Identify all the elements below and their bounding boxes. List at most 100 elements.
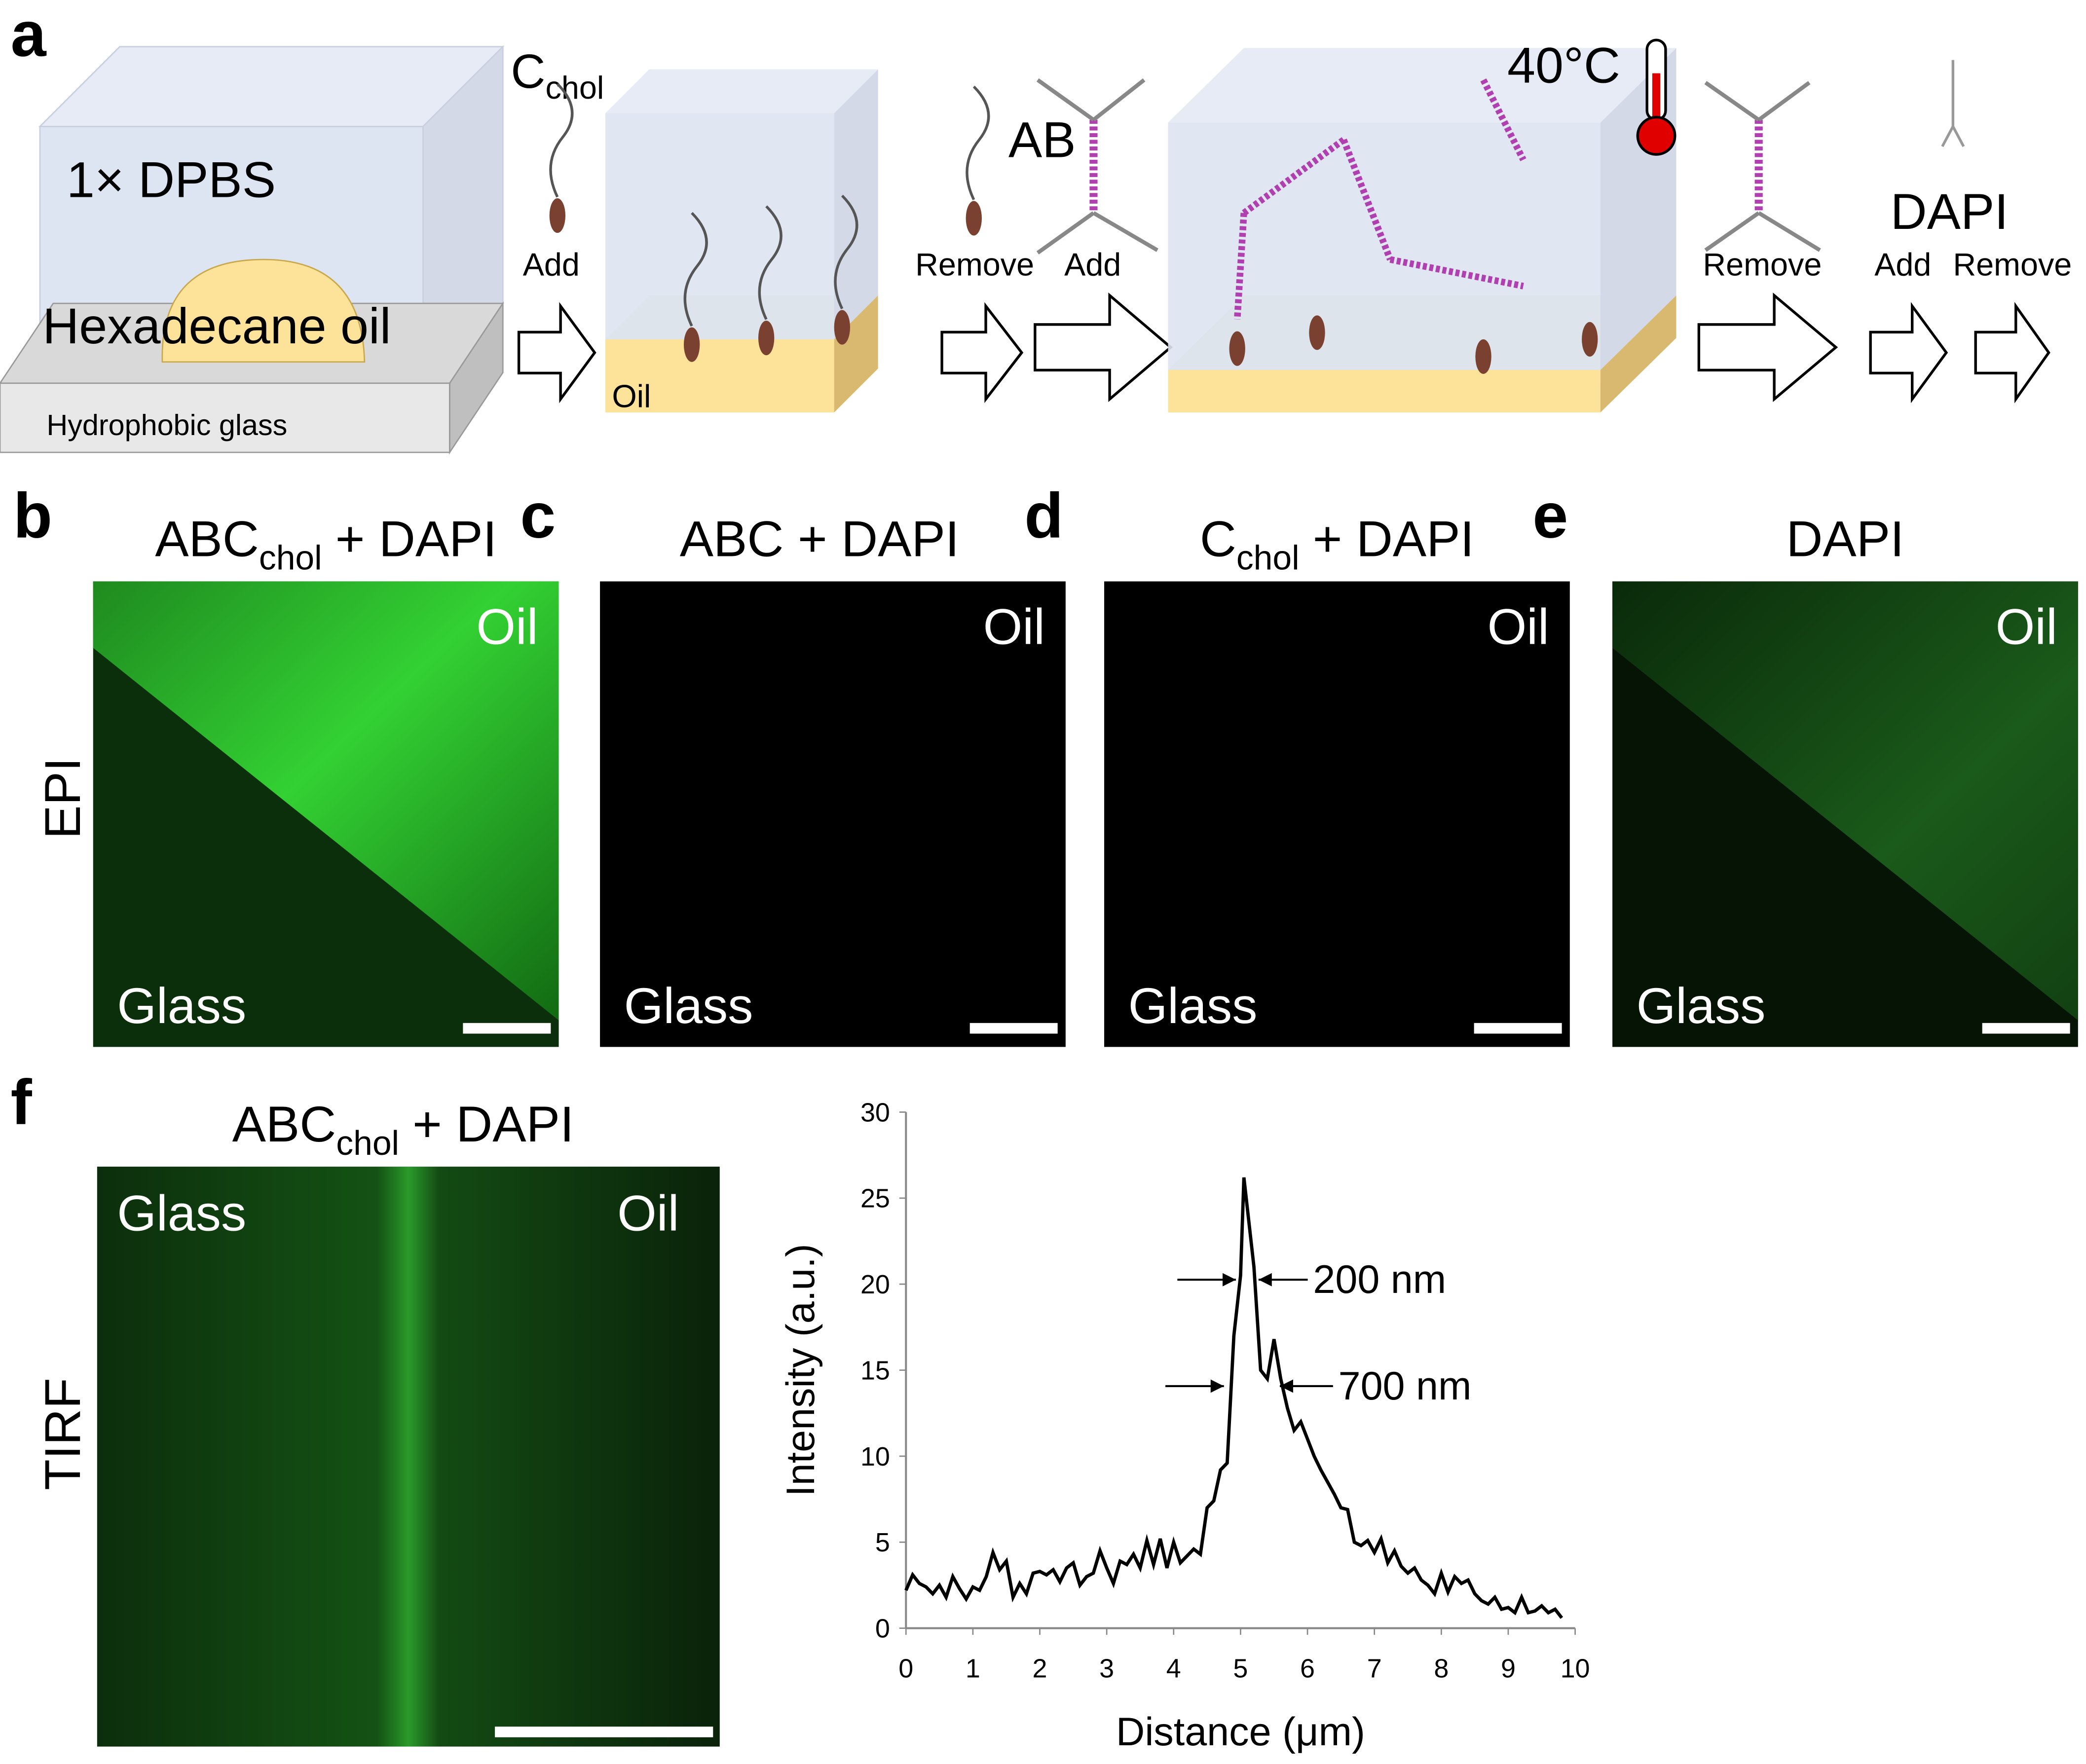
x-tick-label: 4 bbox=[1166, 1654, 1181, 1683]
cholesterol bbox=[1229, 331, 1245, 366]
image-label: Oil bbox=[983, 598, 1045, 655]
dapi-structure bbox=[1941, 60, 1965, 147]
water-top bbox=[605, 69, 878, 113]
image-label: Glass bbox=[1637, 977, 1766, 1034]
c-sub: chol bbox=[546, 70, 604, 106]
c-main: C bbox=[511, 44, 545, 98]
y-tick-label: 30 bbox=[860, 1098, 890, 1127]
micrograph-oil bbox=[1612, 581, 2078, 1021]
oil-layer-side bbox=[834, 295, 878, 413]
oil-drop bbox=[161, 258, 366, 363]
title-sub: chol bbox=[259, 538, 322, 577]
panel-title: ABCchol + DAPI bbox=[155, 510, 497, 577]
image-label: Oil bbox=[1996, 598, 2057, 655]
title-rest: + DAPI bbox=[412, 1096, 574, 1152]
panel-letter: f bbox=[11, 1067, 33, 1138]
temp-label: 40°C bbox=[1507, 37, 1620, 93]
title-main: ABC + DAPI bbox=[680, 510, 960, 567]
panel-letter: b bbox=[13, 480, 52, 551]
image-label: Glass bbox=[117, 1184, 246, 1241]
tether bbox=[834, 194, 858, 310]
thermometer-bulb bbox=[1636, 115, 1676, 156]
dapi-label: DAPI bbox=[1891, 183, 2009, 240]
glass-label: Hydrophobic glass bbox=[46, 408, 287, 441]
process-arrow bbox=[1034, 293, 1173, 403]
cholesterol bbox=[966, 201, 982, 236]
water-top bbox=[1168, 48, 1676, 123]
micrograph bbox=[97, 1167, 720, 1747]
annotation: 700 nm bbox=[1339, 1364, 1472, 1408]
water-front bbox=[605, 113, 834, 339]
scale-bar bbox=[463, 1023, 551, 1034]
image-label: Glass bbox=[1128, 977, 1258, 1034]
cholesterol bbox=[834, 310, 851, 345]
x-tick-label: 10 bbox=[1561, 1654, 1590, 1683]
panel-letter: d bbox=[1024, 480, 1063, 551]
tether bbox=[758, 205, 782, 320]
arrow-head bbox=[1210, 1379, 1224, 1393]
panel-title: Cchol + DAPI bbox=[1200, 510, 1474, 577]
arrow-head bbox=[1279, 1379, 1293, 1393]
title-main: ABC bbox=[232, 1096, 336, 1152]
y-axis-label: Intensity (a.u.) bbox=[779, 1244, 823, 1496]
y-tick-label: 15 bbox=[860, 1356, 890, 1385]
tether bbox=[683, 212, 708, 327]
y-tick-label: 20 bbox=[860, 1270, 890, 1299]
arrow-head bbox=[1258, 1273, 1272, 1286]
row-label: TIRF bbox=[34, 1378, 91, 1490]
scale-bar bbox=[1982, 1023, 2070, 1034]
oil-layer-front bbox=[605, 339, 834, 413]
oil-drop-label: Hexadecane oil bbox=[42, 297, 391, 354]
glass-front bbox=[0, 382, 450, 453]
y-tick-label: 25 bbox=[860, 1184, 890, 1213]
cholesterol bbox=[758, 321, 775, 356]
x-axis-label: Distance (μm) bbox=[1116, 1710, 1365, 1754]
cholesterol bbox=[683, 327, 700, 362]
panel-title: ABC + DAPI bbox=[680, 510, 960, 567]
image-label: Glass bbox=[624, 977, 753, 1034]
c-chol-label: Cchol bbox=[511, 44, 604, 106]
thermometer-fill bbox=[1652, 73, 1661, 127]
panel-letter: a bbox=[11, 0, 47, 70]
dpbs-label: 1× DPBS bbox=[67, 151, 276, 208]
step-label: Add bbox=[1874, 246, 1931, 282]
y-tick-label: 0 bbox=[875, 1614, 890, 1644]
annotation: 200 nm bbox=[1313, 1257, 1446, 1302]
x-tick-label: 9 bbox=[1501, 1654, 1516, 1683]
step-label: Remove bbox=[915, 246, 1034, 282]
micrograph bbox=[1104, 581, 1570, 1047]
x-tick-label: 8 bbox=[1434, 1654, 1449, 1683]
process-arrow bbox=[1869, 302, 1948, 404]
x-tick-label: 3 bbox=[1099, 1654, 1114, 1683]
oil-layer-front bbox=[1168, 369, 1601, 413]
image-label: Oil bbox=[476, 598, 538, 655]
x-tick-label: 7 bbox=[1367, 1654, 1382, 1683]
cholesterol bbox=[1582, 322, 1598, 357]
y-tick-label: 10 bbox=[860, 1442, 890, 1471]
cholesterol bbox=[1309, 315, 1325, 350]
panel-letter: e bbox=[1532, 480, 1568, 551]
oil-layer-side bbox=[1600, 295, 1676, 413]
arrow-head bbox=[1223, 1273, 1236, 1286]
y-tick-label: 5 bbox=[875, 1528, 890, 1557]
buffer-box-top bbox=[38, 46, 505, 127]
title-rest: + DAPI bbox=[335, 510, 497, 567]
cholesterol bbox=[1475, 339, 1491, 374]
image-label: Oil bbox=[1488, 598, 1549, 655]
cholesterol bbox=[549, 198, 565, 233]
step-label: Remove bbox=[1953, 246, 2072, 282]
title-sub: chol bbox=[1236, 538, 1300, 577]
process-arrow bbox=[517, 302, 596, 404]
image-label: Oil bbox=[617, 1184, 679, 1241]
arms bbox=[1036, 78, 1158, 255]
title-main: C bbox=[1200, 510, 1236, 567]
scale-bar bbox=[495, 1727, 713, 1737]
x-tick-label: 2 bbox=[1033, 1654, 1047, 1683]
water-side bbox=[834, 69, 878, 339]
step-label: Add bbox=[523, 246, 580, 282]
tether bbox=[549, 83, 574, 198]
process-arrow bbox=[940, 302, 1024, 404]
title-rest: + DAPI bbox=[1313, 510, 1474, 567]
arms bbox=[1704, 81, 1821, 252]
